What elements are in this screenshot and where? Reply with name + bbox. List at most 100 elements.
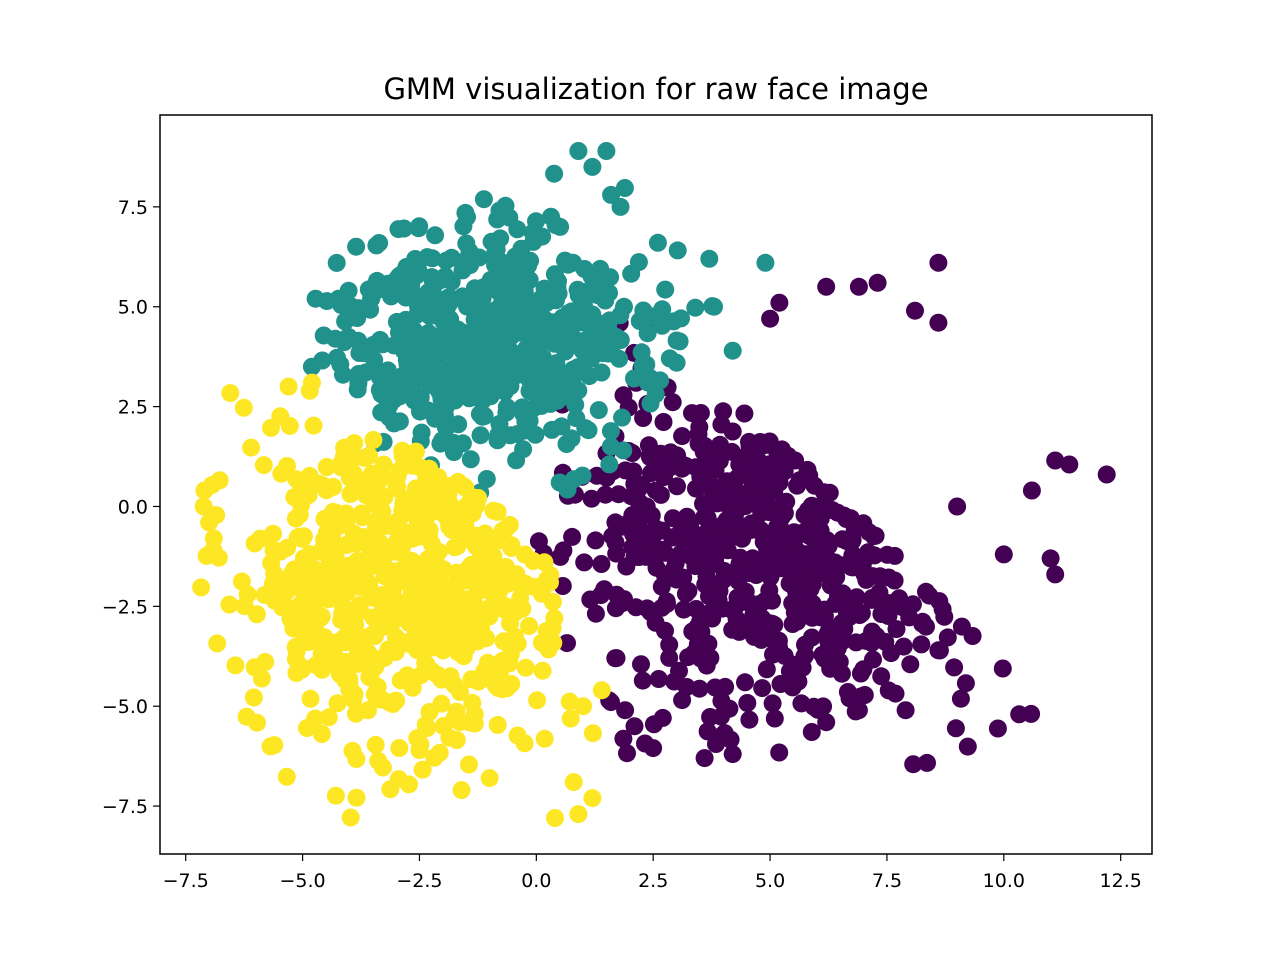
- scatter-point-series-0-602: [641, 448, 659, 467]
- scatter-point-series-0-456: [733, 464, 752, 483]
- scatter-point-series-0-593: [712, 707, 730, 726]
- scatter-point-series-0-110: [887, 620, 906, 639]
- y-tick-label: −2.5: [102, 596, 148, 618]
- scatter-point-series-2-637: [345, 434, 364, 453]
- scatter-point-series-2-444: [220, 595, 239, 614]
- scatter-point-series-0-199: [660, 635, 679, 654]
- scatter-point-series-0-624: [863, 622, 882, 641]
- scatter-point-series-0-384: [663, 393, 682, 412]
- scatter-point-series-0-618: [885, 571, 904, 590]
- scatter-point-series-0-557: [627, 515, 646, 534]
- scatter-point-series-2-530: [464, 593, 483, 611]
- scatter-point-series-0-595: [586, 531, 605, 550]
- scatter-point-series-1-162: [625, 369, 643, 388]
- scatter-point-series-2-647: [410, 741, 429, 760]
- scatter-point-series-0-187: [668, 477, 686, 496]
- scatter-point-series-2-231: [244, 688, 263, 707]
- scatter-point-series-1-444: [670, 332, 689, 351]
- scatter-point-series-2-653: [574, 697, 593, 716]
- scatter-point-series-0-639: [625, 548, 644, 566]
- scatter-point-series-1-488: [342, 297, 361, 316]
- scatter-point-series-0-672: [948, 497, 967, 516]
- scatter-point-series-2-166: [508, 726, 527, 745]
- scatter-point-series-1-533: [498, 309, 517, 328]
- scatter-point-series-0-460: [736, 673, 754, 692]
- scatter-point-series-0-646: [824, 635, 843, 654]
- scatter-point-series-1-439: [350, 344, 369, 362]
- scatter-point-series-0-396: [938, 628, 957, 647]
- scatter-point-series-0-518: [696, 467, 715, 486]
- scatter-point-series-1-568: [302, 357, 321, 376]
- scatter-point-series-0-10: [649, 670, 668, 688]
- scatter-point-series-1-447: [601, 437, 620, 456]
- scatter-point-series-0-627: [680, 532, 699, 551]
- scatter-point-series-1-390: [596, 291, 615, 310]
- scatter-point-series-2-452: [432, 694, 451, 713]
- scatter-point-series-2-506: [340, 626, 359, 645]
- scatter-point-series-1-415: [629, 253, 648, 272]
- scatter-point-series-2-654: [592, 681, 611, 700]
- scatter-point-series-0-539: [879, 681, 898, 700]
- scatter-point-series-0-537: [686, 557, 705, 576]
- scatter-point-series-1-541: [545, 164, 564, 183]
- scatter-point-series-2-113: [317, 458, 336, 476]
- scatter-point-series-0-507: [695, 508, 714, 526]
- scatter-point-series-1-56: [327, 253, 346, 272]
- scatter-point-series-0-371: [860, 523, 878, 542]
- scatter-point-series-2-68: [234, 398, 253, 417]
- scatter-point-series-2-320: [430, 743, 449, 762]
- scatter-point-series-1-462: [551, 217, 570, 236]
- scatter-point-series-1-552: [442, 248, 461, 267]
- scatter-point-series-1-400: [488, 431, 507, 450]
- scatter-point-series-0-361: [674, 568, 693, 587]
- scatter-point-series-0-139: [956, 674, 975, 693]
- scatter-point-series-2-588: [403, 671, 422, 690]
- scatter-point-series-2-29: [254, 456, 273, 475]
- scatter-point-series-0-621: [721, 730, 740, 749]
- scatter-point-series-0-600: [687, 600, 706, 618]
- scatter-point-series-1-513: [599, 344, 618, 363]
- scatter-point-series-2-586: [292, 479, 311, 498]
- scatter-point-series-0-662: [770, 293, 789, 312]
- scatter-point-series-0-374: [713, 599, 732, 618]
- scatter-point-series-2-28: [304, 416, 323, 435]
- scatter-point-series-2-494: [245, 534, 264, 553]
- scatter-point-series-2-426: [344, 524, 363, 543]
- scatter-point-series-0-403: [609, 485, 628, 504]
- scatter-point-series-0-652: [1046, 451, 1065, 470]
- scatter-point-series-0-468: [698, 524, 717, 543]
- scatter-point-series-0-619: [933, 600, 952, 619]
- scatter-point-series-2-555: [363, 625, 382, 644]
- scatter-point-series-0-428: [770, 638, 788, 657]
- scatter-point-series-2-592: [489, 678, 508, 697]
- scatter-point-series-1-536: [496, 364, 515, 382]
- scatter-point-series-2-603: [368, 496, 387, 515]
- scatter-point-series-0-635: [753, 479, 772, 498]
- scatter-point-series-2-627: [360, 668, 379, 687]
- y-axis: −7.5 −5.0 −2.5 0.0 2.5 5.0 7.5: [102, 197, 160, 818]
- scatter-point-series-1-441: [418, 248, 437, 267]
- scatter-point-series-2-268: [306, 709, 325, 728]
- scatter-point-series-2-461: [278, 457, 296, 475]
- scatter-point-series-1-122: [367, 236, 386, 255]
- scatter-point-series-0-657: [929, 313, 948, 332]
- scatter-point-series-2-568: [287, 664, 306, 682]
- y-tick-label: 7.5: [118, 197, 148, 219]
- scatter-point-series-0-563: [912, 635, 931, 654]
- y-tick-label: 0.0: [118, 496, 148, 518]
- scatter-point-series-1-555: [488, 210, 507, 229]
- scatter-point-series-1-411: [471, 426, 490, 445]
- scatter-point-series-2-489: [319, 708, 338, 727]
- scatter-point-series-2-566: [387, 479, 406, 498]
- scatter-point-series-1-177: [410, 217, 429, 236]
- scatter-point-series-0-526: [625, 474, 644, 493]
- scatter-point-series-2-543: [407, 500, 426, 519]
- scatter-point-series-1-410: [445, 391, 464, 410]
- scatter-point-series-2-652: [302, 373, 321, 392]
- scatter-point-series-2-560: [313, 476, 332, 495]
- scatter-point-series-0-640: [845, 547, 864, 566]
- scatter-point-series-0-666: [723, 745, 742, 764]
- scatter-point-series-1-512: [582, 349, 601, 368]
- scatter-point-series-2-613: [402, 551, 421, 570]
- scatter-point-series-0-412: [760, 581, 779, 600]
